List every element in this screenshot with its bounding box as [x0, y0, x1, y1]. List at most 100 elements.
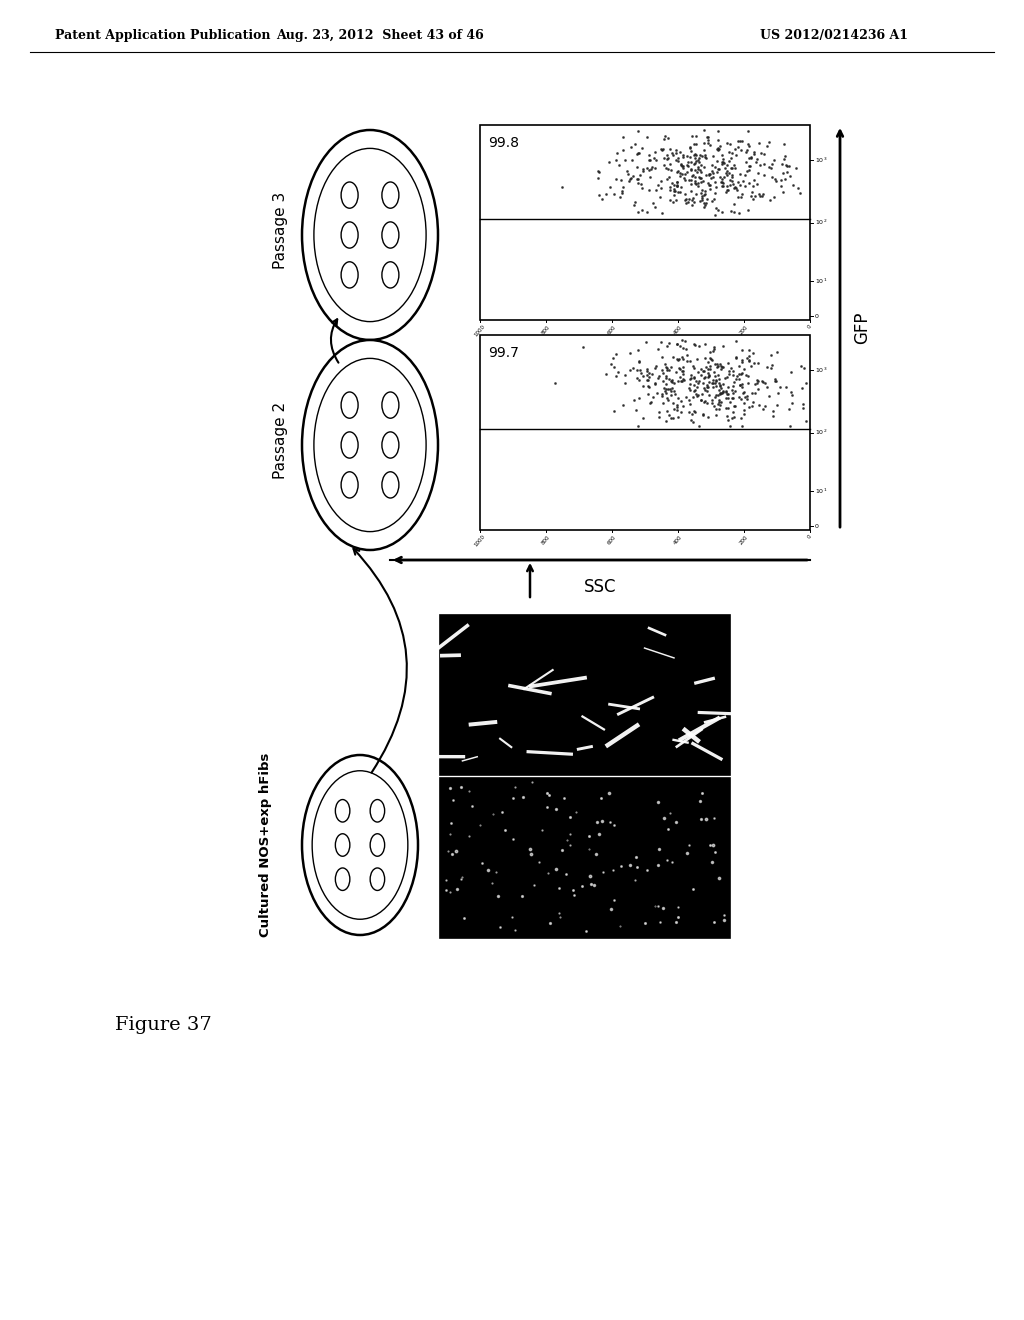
Point	[724, 170, 740, 191]
Point	[697, 356, 714, 378]
Point	[691, 416, 708, 437]
Point	[590, 160, 606, 181]
Point	[658, 388, 675, 409]
Point	[741, 172, 758, 193]
Point	[689, 385, 706, 407]
Point	[688, 183, 705, 205]
Point	[715, 374, 731, 395]
Point	[631, 143, 647, 164]
Point	[662, 379, 678, 400]
Point	[679, 345, 695, 366]
Point	[700, 367, 717, 388]
Point	[733, 131, 750, 152]
Point	[683, 367, 699, 388]
Point	[736, 381, 753, 403]
Point	[554, 177, 570, 198]
Point	[640, 370, 656, 391]
Point	[664, 143, 680, 164]
Point	[796, 358, 812, 379]
Point	[769, 383, 785, 404]
Point	[720, 397, 736, 418]
Point	[676, 370, 692, 391]
Point	[714, 168, 730, 189]
Point	[732, 375, 749, 396]
Point	[629, 143, 645, 164]
Ellipse shape	[302, 341, 438, 550]
Point	[633, 173, 649, 194]
Point	[710, 355, 726, 376]
Point	[750, 352, 766, 374]
Point	[723, 379, 739, 400]
Point	[668, 362, 684, 383]
Point	[641, 144, 657, 165]
Point	[712, 376, 728, 397]
Point	[678, 189, 694, 210]
Point	[730, 172, 746, 193]
Ellipse shape	[341, 471, 358, 498]
Point	[736, 387, 753, 408]
Point	[725, 383, 741, 404]
Point	[657, 383, 674, 404]
Text: Passage 2: Passage 2	[272, 401, 288, 479]
Point	[684, 387, 700, 408]
Point	[681, 378, 697, 399]
Point	[781, 156, 798, 177]
Point	[669, 176, 685, 197]
Point	[736, 404, 753, 425]
Point	[685, 401, 701, 422]
Text: $10^2$: $10^2$	[815, 428, 827, 437]
Point	[673, 154, 689, 176]
Point	[651, 401, 668, 422]
Point	[699, 351, 716, 372]
Point	[608, 149, 625, 170]
Point	[749, 370, 765, 391]
Point	[757, 372, 773, 393]
Point	[734, 374, 751, 395]
Point	[741, 339, 758, 360]
Point	[699, 380, 716, 401]
Point	[767, 170, 783, 191]
Point	[685, 355, 701, 376]
Point	[684, 190, 700, 211]
Point	[737, 176, 754, 197]
Point	[635, 376, 651, 397]
Point	[685, 187, 701, 209]
Point	[653, 140, 670, 161]
Point	[639, 359, 655, 380]
Point	[765, 405, 781, 426]
Point	[750, 371, 766, 392]
Point	[727, 145, 743, 166]
Point	[718, 162, 734, 183]
Point	[673, 176, 689, 197]
Point	[675, 368, 691, 389]
Point	[740, 147, 757, 168]
Point	[674, 156, 690, 177]
Point	[713, 172, 729, 193]
Point	[639, 364, 655, 385]
Point	[746, 352, 763, 374]
Point	[703, 168, 720, 189]
Point	[682, 160, 698, 181]
Point	[643, 363, 659, 384]
Point	[705, 370, 721, 391]
Point	[669, 348, 685, 370]
Point	[692, 160, 709, 181]
Point	[683, 409, 699, 430]
Point	[614, 127, 631, 148]
Point	[594, 189, 610, 210]
Point	[618, 161, 635, 182]
Point	[767, 370, 783, 391]
Point	[795, 397, 811, 418]
Text: $10^1$: $10^1$	[815, 486, 827, 495]
Point	[746, 374, 763, 395]
Point	[709, 150, 725, 172]
Point	[675, 144, 691, 165]
Point	[634, 199, 650, 220]
Point	[711, 129, 727, 150]
Point	[724, 401, 740, 422]
Point	[710, 120, 726, 141]
Point	[761, 385, 777, 407]
Point	[677, 164, 693, 185]
Point	[682, 374, 698, 395]
Point	[715, 381, 731, 403]
